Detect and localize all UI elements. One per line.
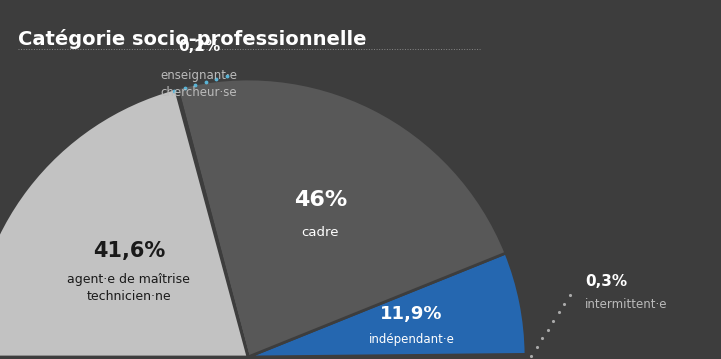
Wedge shape xyxy=(248,253,526,357)
Wedge shape xyxy=(177,79,506,357)
Text: 0,3%: 0,3% xyxy=(585,274,627,289)
Wedge shape xyxy=(248,354,526,357)
Text: enseignant·e
chercheur·se: enseignant·e chercheur·se xyxy=(161,69,237,99)
Text: cadre: cadre xyxy=(301,227,339,239)
Wedge shape xyxy=(175,88,248,357)
Text: agent·e de maîtrise
technicien·ne: agent·e de maîtrise technicien·ne xyxy=(67,273,190,303)
Text: 11,9%: 11,9% xyxy=(381,306,443,323)
Text: intermittent·e: intermittent·e xyxy=(585,298,668,312)
Text: 46%: 46% xyxy=(293,190,347,210)
Text: 0,2%: 0,2% xyxy=(178,39,220,54)
Text: 41,6%: 41,6% xyxy=(93,241,165,261)
Wedge shape xyxy=(0,89,248,357)
Text: indépendant·e: indépendant·e xyxy=(368,333,454,346)
Text: Catégorie socio-professionnelle: Catégorie socio-professionnelle xyxy=(18,29,366,49)
